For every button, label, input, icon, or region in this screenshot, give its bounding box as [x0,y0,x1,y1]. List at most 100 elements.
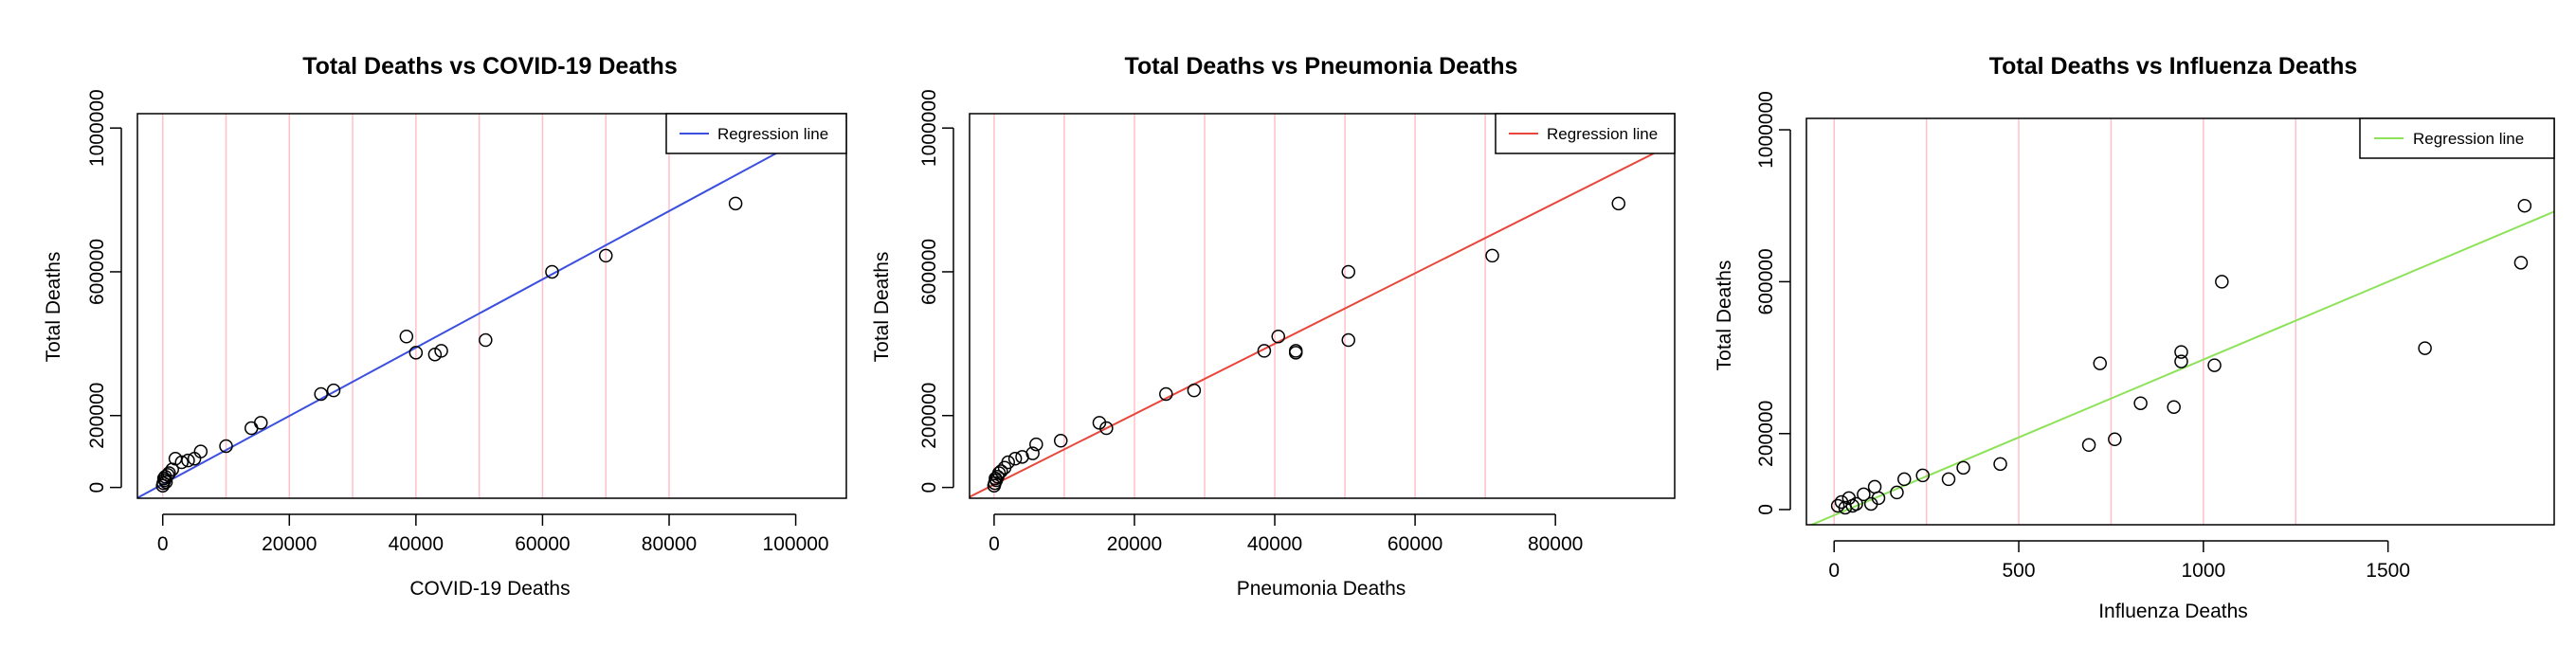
data-point [1029,437,1043,452]
data-point [434,344,448,358]
data-point [399,330,414,344]
chart-title: Total Deaths vs COVID-19 Deaths [302,53,677,80]
data-point [2513,256,2529,270]
x-tick-label: 0 [989,533,1000,555]
y-tick-label: 200000 [918,383,940,449]
data-point [1890,485,1904,500]
x-axis-label: COVID-19 Deaths [409,578,570,600]
x-tick-label: 60000 [1388,533,1442,555]
data-point [1053,434,1068,448]
legend-label: Regression line [717,125,828,143]
legend: Regression line [1495,113,1676,154]
legend: Regression line [665,113,847,154]
x-tick-label: 40000 [389,533,444,555]
x-tick-label: 20000 [262,533,317,555]
x-tick-label: 60000 [515,533,570,555]
chart-title: Total Deaths vs Pneumonia Deaths [1125,53,1518,80]
data-point [2174,345,2188,359]
legend-label: Regression line [2413,130,2524,148]
data-point [2174,354,2188,368]
data-point [994,464,1008,478]
x-tick-label: 1000 [2181,560,2225,582]
panel-influenza: Total Deaths vs Influenza Deaths Influen… [1714,53,2555,622]
data-point [158,469,172,484]
data-point [219,439,233,454]
plot-inner [137,114,846,498]
plot-frame [136,113,847,499]
plot-area: 0 20000 40000 60000 80000 1000000200000600000… [86,89,847,555]
data-point [181,453,195,468]
data-point [1001,455,1015,470]
legend-label: Regression line [1547,125,1658,143]
y-tick-label: 1000000 [86,89,108,167]
data-point [1099,421,1114,436]
data-point [2133,396,2148,410]
plot-area: 0 500 1000 1500 0 200000 600000 1000000 [1755,91,2555,582]
y-tick-label: 1000000 [918,89,940,167]
x-tick-label: 500 [2003,560,2036,582]
chart-title: Total Deaths vs Influenza Deaths [1989,53,2358,80]
data-point [1941,472,1956,487]
data-point [408,346,424,360]
data-point [1915,468,1930,483]
y-tick-label: 200000 [1755,401,1777,467]
y-axis-label: Total Deaths [43,252,64,363]
x-tick-label: 1500 [2366,560,2410,582]
data-point [1611,196,1626,211]
data-point [728,196,743,211]
data-point [1956,460,1970,476]
y-tick-label: 0 [918,482,940,493]
data-point [193,444,209,458]
data-point [1257,344,1272,358]
y-tick-label: 200000 [86,383,108,449]
y-tick-label: 0 [1755,504,1777,515]
data-point [2418,341,2432,355]
data-point [1341,332,1356,348]
data-point [1485,248,1499,263]
data-point [598,248,613,263]
data-point [1187,383,1202,398]
y-axis-label: Total Deaths [871,252,893,363]
data-point [2215,275,2229,289]
x-axis-label: Pneumonia Deaths [1237,578,1406,600]
y-tick-label: 1000000 [1755,91,1777,169]
y-tick-label: 600000 [86,239,108,305]
data-point [253,416,268,430]
data-point [158,475,173,490]
plot-area: 0 20000 40000 60000 80000 0 200000 600000 100000… [918,89,1676,555]
data-point [1857,487,1871,502]
data-point [174,455,189,470]
panel-covid: Total Deaths vs COVID-19 Deaths COVID-19… [43,53,847,600]
regression-line [137,115,846,498]
data-point [2207,358,2222,372]
legend: Regression line [2359,117,2555,159]
x-tick-label: 100000 [763,533,829,555]
y-tick-label: 0 [86,482,108,493]
data-point [1025,446,1040,460]
y-axis-label: Total Deaths [1714,260,1735,371]
data-point [314,386,328,402]
data-point [545,264,559,279]
x-tick-label: 80000 [1528,533,1583,555]
data-point [326,383,341,398]
data-point [1341,264,1356,279]
x-tick-label: 0 [157,533,169,555]
data-point [1159,386,1173,402]
data-point [1271,330,1285,344]
x-tick-label: 40000 [1247,533,1302,555]
x-tick-label: 0 [1828,560,1840,582]
regression-line [970,141,1675,498]
data-point [1871,491,1886,506]
regression-line [1808,210,2554,525]
x-tick-label: 20000 [1107,533,1162,555]
panel-pneumonia: Total Deaths vs Pneumonia Deaths Pneumon… [871,53,1676,600]
data-point [2517,198,2532,213]
plot-frame [1805,117,2555,526]
data-point [1849,496,1863,511]
x-tick-label: 80000 [642,533,697,555]
plot-frame [969,113,1676,499]
data-point [1288,344,1303,358]
x-axis-label: Influenza Deaths [2098,601,2248,622]
y-tick-label: 600000 [918,239,940,305]
